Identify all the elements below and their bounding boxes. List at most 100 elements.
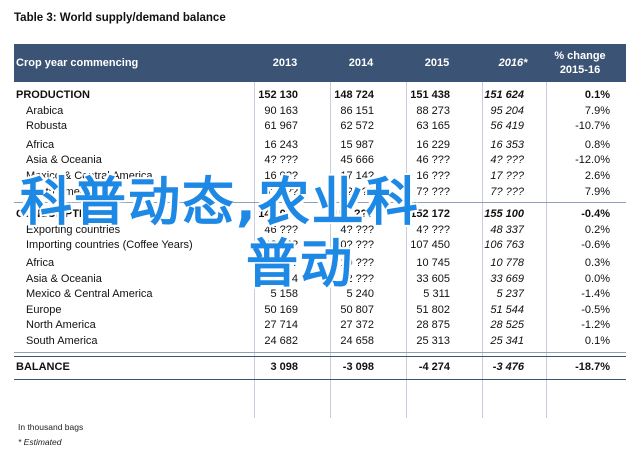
table-row-label: Europe	[26, 303, 62, 316]
table-row-value: 50 807	[340, 303, 374, 316]
table-row-value: 62 572	[340, 120, 374, 133]
table-row-label: Exporting countries	[26, 223, 121, 236]
table-row-value: 86 151	[340, 104, 374, 117]
balance-row-value: -3 476	[492, 360, 524, 373]
table-row-value: 33 669	[490, 272, 524, 285]
table-row-value: -0.5%	[581, 303, 610, 316]
table-row-label: Africa	[26, 257, 55, 269]
table-row-value: 7? ???	[416, 185, 450, 198]
table-row-label: Robusta	[26, 120, 67, 133]
table-row-label: South America	[26, 335, 98, 347]
table-row-value: 45 666	[340, 154, 374, 167]
table-row-value: 4? ???	[264, 154, 298, 167]
section-production-row-value: 151 438	[410, 89, 450, 101]
table-row-value: 28 875	[416, 319, 450, 332]
watermark-line1: 科普动态,农业科	[20, 173, 420, 233]
table-row-value: 4? ???	[490, 154, 524, 167]
table-row-label: Africa	[26, 138, 55, 151]
table-row-value: 28 525	[490, 319, 524, 332]
table-title: Table 3: World supply/demand balance	[14, 12, 226, 24]
table-row-value: 63 165	[416, 120, 450, 133]
table-row-value: 51 802	[416, 303, 450, 316]
table-row-value: 10 745	[416, 257, 450, 269]
section-production-row-label: PRODUCTION	[16, 89, 90, 101]
table-row-value: 48 337	[490, 223, 524, 236]
table-row-value: 16 229	[416, 138, 450, 151]
table-row-value: -0.6%	[581, 239, 610, 252]
table-row-value: 7.9%	[584, 185, 610, 198]
column-separator	[330, 82, 331, 418]
header-row-label: Crop year commencing	[16, 57, 139, 69]
table-row-value: 33 605	[416, 272, 450, 285]
table-row-value: 5 240	[346, 288, 374, 301]
section-consumption-row-value: 152 172	[410, 208, 450, 221]
table-row-value: 24 682	[264, 335, 298, 347]
balance-row-value: -18.7%	[575, 360, 610, 373]
balance-row-value: -4 274	[418, 360, 450, 373]
section-production-row-value: 152 130	[258, 89, 298, 101]
note-units: In thousand bags	[18, 422, 84, 432]
table-row-value: 5 158	[270, 288, 298, 301]
table-row-value: 95 204	[490, 104, 524, 117]
table-header: Crop year commencing 2013 2014 2015 2016…	[14, 44, 626, 82]
table-row-value: 27 372	[340, 319, 374, 332]
table-row-value: 0.8%	[584, 138, 610, 151]
table-row-value: 24 658	[340, 335, 374, 347]
table-row-value: 90 163	[264, 104, 298, 117]
table-row-value: -10.7%	[575, 120, 610, 133]
table-row-value: 106 763	[484, 239, 524, 252]
table-row-label: Mexico & Central America	[26, 288, 153, 301]
table-row-value: 4? ???	[340, 223, 374, 236]
table-row-value: 5 237	[496, 288, 524, 301]
header-change-line2: 2015-16	[559, 64, 601, 76]
table-row-label: Asia & Oceania	[26, 154, 102, 167]
table-row-label: Importing countries (Coffee Years)	[26, 239, 193, 252]
table-row-value: 10? ???	[334, 239, 374, 252]
header-year-2014: 2014	[348, 57, 374, 69]
header-year-2015: 2015	[424, 57, 450, 69]
table-row-value: 27 714	[264, 319, 298, 332]
table-row-value: 0.2%	[584, 223, 610, 236]
table-row-value: 0.3%	[584, 257, 610, 269]
table-row-value: 16 ???	[416, 170, 450, 182]
table-row-value: -1.4%	[581, 288, 610, 301]
table-row-value: 25 341	[490, 335, 524, 347]
table-row-value: 50 169	[264, 303, 298, 316]
column-separator	[254, 82, 255, 418]
table-row-label: Asia & Oceania	[26, 272, 102, 285]
table-row-value: 46 ???	[416, 154, 450, 167]
table-row-label: North America	[26, 319, 96, 332]
section-consumption-row-value: -0.4%	[581, 208, 610, 221]
section-production-row-value: 0.1%	[584, 89, 610, 101]
table-row-value: 7? ???	[490, 185, 524, 198]
table-row-value: 51 544	[490, 303, 524, 316]
table-row-value: 56 419	[490, 120, 524, 133]
table-row-label: South America	[26, 185, 98, 198]
table-row-value: 16 9??	[264, 170, 298, 182]
table-row-value: 17 14?	[340, 170, 374, 182]
balance-row-value: -3 098	[342, 360, 374, 373]
balance-row-value: 3 098	[270, 360, 298, 373]
note-estimated: * Estimated	[18, 437, 62, 447]
table-row-value: 10 778	[490, 257, 524, 269]
table-row-value: 10 ???	[340, 257, 374, 269]
column-separator	[406, 82, 407, 418]
table-row-value: 6? ???	[264, 185, 298, 198]
table-row-value: 25 313	[416, 335, 450, 347]
table-row-value: 32 ???	[340, 272, 374, 285]
table-row-value: -1.2%	[581, 319, 610, 332]
table-row-value: 88 273	[416, 104, 450, 117]
column-separator	[482, 82, 483, 418]
table-row-value: 10? ???	[258, 239, 298, 252]
table-row-value: 0.0%	[584, 272, 610, 285]
table-rule	[14, 378, 626, 380]
section-consumption-row-value: 155 100	[484, 208, 524, 221]
header-change: % change 2015-16	[542, 44, 618, 82]
table-row-value: 5 311	[423, 288, 450, 301]
table-row-value: 17 ???	[490, 170, 524, 182]
watermark-line2: 普动	[246, 235, 355, 295]
table-row-label: Mexico & Central America	[26, 170, 153, 182]
table-row-value: 0.1%	[584, 335, 610, 347]
header-year-2016: 2016*	[498, 57, 528, 69]
table-row-value: 10 ???	[264, 257, 298, 269]
